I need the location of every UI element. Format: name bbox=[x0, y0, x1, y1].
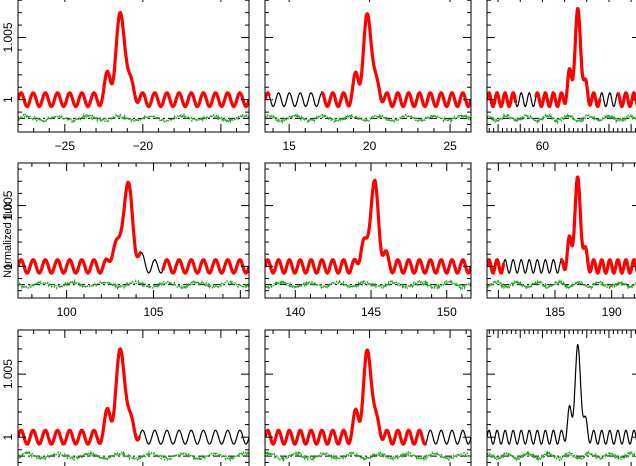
x-tick-label: 25 bbox=[443, 139, 457, 153]
panel-frame bbox=[486, 329, 636, 466]
panel-2-1 bbox=[264, 329, 472, 466]
panel-frame bbox=[17, 162, 250, 299]
fitted-segment-1 bbox=[320, 12, 471, 109]
panel-plot-area bbox=[265, 178, 471, 291]
x-tick-label: 15 bbox=[282, 139, 296, 153]
x-tick-label: −25 bbox=[55, 139, 76, 153]
panel-1-1: 140 145 150 bbox=[264, 162, 472, 319]
residual-series bbox=[18, 112, 249, 124]
x-tick-label: −20 bbox=[133, 139, 154, 153]
panel-plot-area bbox=[18, 11, 249, 124]
panel-1-0: 100 105 1 1.005 bbox=[1, 162, 250, 319]
y-tick-label: 1 bbox=[1, 96, 15, 103]
x-tick-label: 105 bbox=[143, 305, 163, 319]
residual-series bbox=[265, 112, 471, 125]
panel-frame bbox=[486, 0, 636, 133]
panel-plot-area bbox=[18, 347, 249, 463]
panel-0-2: 60 bbox=[486, 0, 636, 153]
x-tick-label: 150 bbox=[437, 305, 457, 319]
panel-2-0: 1 1.005 bbox=[1, 329, 250, 466]
y-axis-label: Normalized flux bbox=[2, 202, 14, 278]
panel-2-2 bbox=[486, 329, 636, 466]
x-tick-label: 60 bbox=[536, 139, 550, 153]
panel-frame bbox=[264, 0, 472, 133]
panel-frame bbox=[264, 329, 472, 466]
residual-series bbox=[487, 449, 636, 463]
fitted-segment-0 bbox=[487, 91, 518, 109]
y-tick-label: 1.005 bbox=[1, 22, 15, 52]
fitted-segment-0 bbox=[487, 258, 506, 275]
fitted-segment-0 bbox=[18, 180, 143, 275]
model-series bbox=[265, 349, 471, 445]
x-tick-label: 140 bbox=[285, 305, 305, 319]
panel-frame bbox=[264, 162, 472, 299]
panel-frame bbox=[486, 162, 636, 299]
residual-series bbox=[18, 278, 249, 291]
fitted-segment-2 bbox=[616, 91, 636, 109]
fitted-segment-1 bbox=[161, 258, 249, 275]
fitted-segment-0 bbox=[265, 348, 428, 446]
fitted-segment-0 bbox=[18, 347, 142, 446]
panel-plot-area bbox=[265, 12, 471, 125]
model-series bbox=[487, 343, 636, 445]
panel-plot-area bbox=[487, 175, 636, 291]
fitted-segment-0 bbox=[265, 178, 471, 275]
fitted-segment-1 bbox=[559, 175, 636, 275]
residual-series bbox=[18, 449, 249, 463]
x-tick-label: 100 bbox=[57, 305, 77, 319]
panel-plot-area bbox=[487, 343, 636, 463]
x-tick-label: 20 bbox=[363, 139, 377, 153]
fitted-segment-1 bbox=[534, 6, 602, 109]
fitted-segment-0 bbox=[18, 11, 249, 109]
panel-0-0: −25 −20 1 1.005 bbox=[1, 0, 250, 153]
y-tick-label: 1 bbox=[1, 263, 15, 270]
y-tick-label: 1 bbox=[1, 434, 15, 441]
panel-frame bbox=[17, 329, 250, 466]
residual-series bbox=[265, 450, 471, 463]
x-tick-label: 145 bbox=[361, 305, 381, 319]
x-tick-label: 190 bbox=[602, 305, 622, 319]
x-tick-label: 185 bbox=[545, 305, 565, 319]
residual-series bbox=[265, 278, 471, 291]
panel-plot-area bbox=[487, 6, 636, 125]
fitted-segment-0 bbox=[265, 91, 271, 101]
panel-0-1: 15 20 25 bbox=[264, 0, 472, 153]
residual-series bbox=[487, 112, 636, 125]
y-tick-label: 1.005 bbox=[1, 190, 15, 220]
panel-1-2: 185 190 bbox=[486, 162, 636, 319]
panel-frame bbox=[17, 0, 250, 133]
residual-series bbox=[487, 278, 636, 291]
y-tick-label: 1.005 bbox=[1, 359, 15, 389]
panel-plot-area bbox=[265, 348, 471, 463]
panel-plot-area bbox=[18, 180, 249, 291]
